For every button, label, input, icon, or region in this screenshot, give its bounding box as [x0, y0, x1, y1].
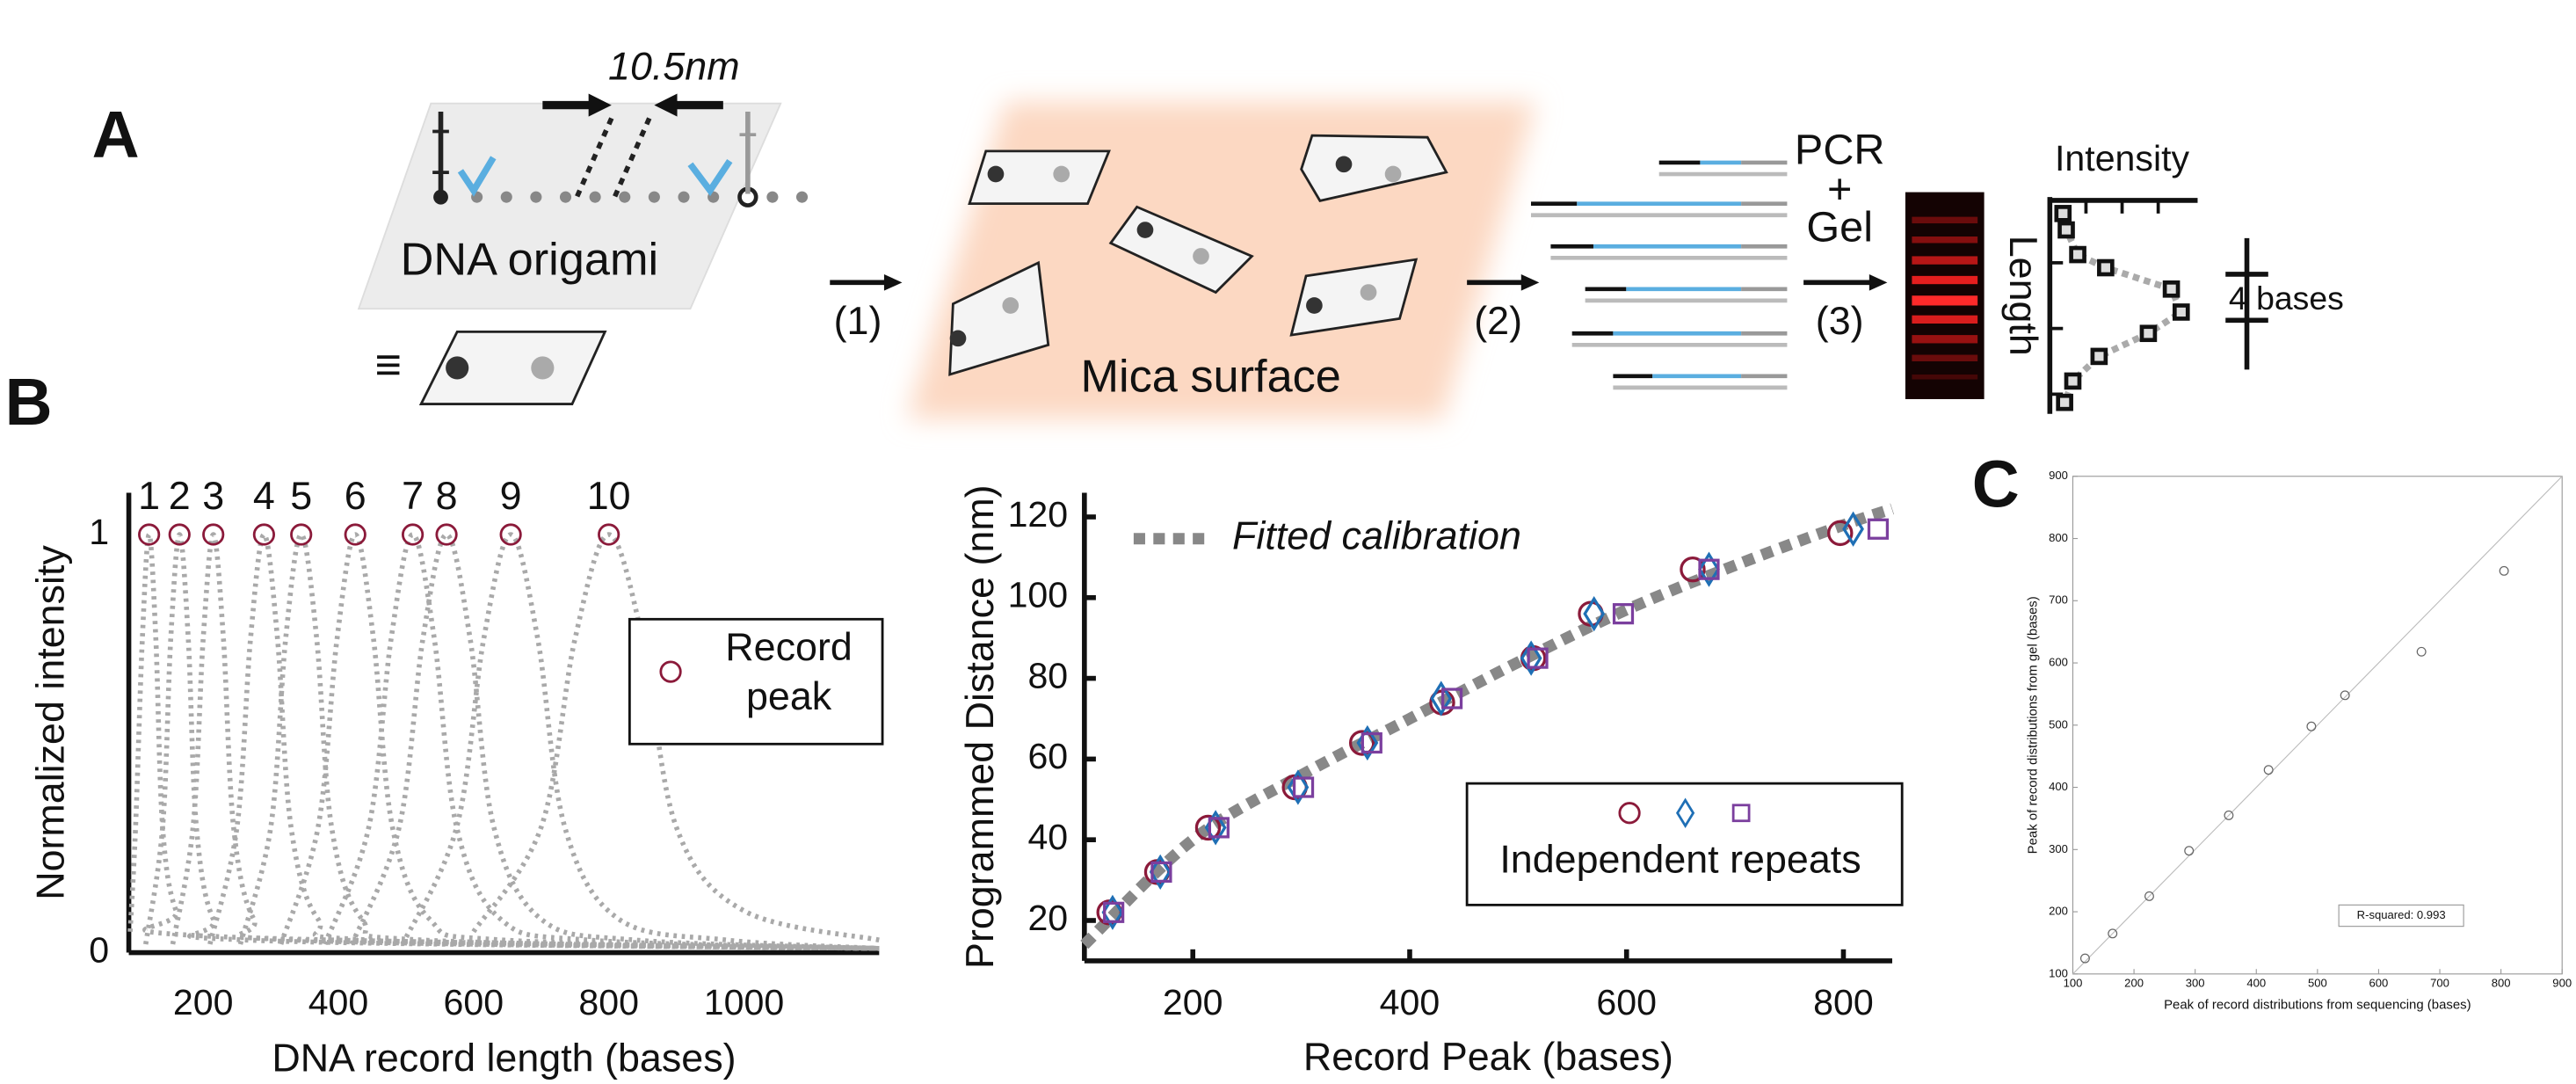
x-tick-label: 400	[308, 982, 369, 1022]
marker-circle	[2185, 847, 2194, 855]
gel-image	[1905, 193, 1985, 399]
x-tick-label: 300	[2186, 976, 2205, 989]
annotation: R-squared: 0.993	[2357, 908, 2446, 921]
y-axis-label: Peak of record distributions from gel (b…	[2026, 596, 2041, 854]
y-tick-label: 500	[2049, 717, 2068, 731]
x-tick-label: 400	[1380, 982, 1440, 1022]
x-tick-label: 400	[2246, 976, 2266, 989]
y-tick-label: 40	[1027, 817, 1068, 857]
equiv-symbol: ≡	[374, 339, 402, 390]
x-axis-label: Peak of record distributions from sequen…	[2164, 997, 2471, 1012]
legend-label: Fitted calibration	[1232, 513, 1521, 558]
intensity-label: Intensity	[2055, 138, 2189, 178]
spacing-label: 10.5nm	[608, 43, 740, 88]
y-tick-label: 60	[1027, 736, 1068, 776]
arrow	[1803, 274, 1887, 291]
origami-label: DNA origami	[401, 235, 659, 286]
legend-label: Record peak	[699, 624, 880, 723]
x-tick-label: 1000	[704, 982, 784, 1022]
x-tick-label: 500	[2308, 976, 2327, 989]
peak-label: 1	[138, 473, 160, 518]
marker-square	[1869, 520, 1887, 538]
origami-icon	[421, 331, 605, 404]
y-tick-label: 100	[2049, 966, 2068, 979]
legend-label: Independent repeats	[1499, 837, 1861, 882]
x-axis-label: Record Peak (bases)	[1303, 1034, 1673, 1079]
marker-circle	[2264, 766, 2273, 775]
step-label: (1)	[834, 298, 882, 343]
y-tick-label: 120	[1008, 494, 1069, 535]
panel-label: A	[92, 98, 140, 171]
x-axis-label: DNA record length (bases)	[272, 1036, 736, 1080]
mica-label: Mica surface	[1080, 351, 1340, 402]
marker-circle	[254, 525, 273, 544]
x-tick-label: 200	[2124, 976, 2144, 989]
step-label: (3)	[1816, 298, 1864, 343]
peak-label: 8	[436, 473, 458, 518]
peak-label: 10	[587, 473, 631, 518]
marker-circle	[437, 525, 456, 544]
panel-label: C	[1972, 447, 2020, 520]
peak-label: 5	[290, 473, 312, 518]
figure: A B C 10.5nm DNA origami ≡ (1)	[0, 0, 2576, 1084]
peak-label: 6	[345, 473, 366, 518]
x-tick-label: 800	[2492, 976, 2511, 989]
panel-label: B	[5, 365, 53, 439]
page: A B C 10.5nm DNA origami ≡ (1)	[0, 0, 2576, 1084]
x-tick-label: 700	[2430, 976, 2449, 989]
y-tick-label: 100	[1008, 575, 1069, 615]
x-tick-label: 600	[444, 982, 504, 1022]
peak-label: 3	[202, 473, 224, 518]
peak-label: 7	[402, 473, 424, 518]
y-axis-label: Normalized intensity	[27, 545, 72, 900]
y-tick-label: 400	[2049, 780, 2068, 793]
peak-label: 9	[500, 473, 522, 518]
step-text: Gel	[1806, 203, 1873, 251]
x-tick-label: 200	[1163, 982, 1223, 1022]
x-tick-label: 600	[2369, 976, 2389, 989]
y-tick-label: 300	[2049, 842, 2068, 855]
marker-circle	[2417, 647, 2426, 656]
length-label: Length	[2001, 236, 2046, 356]
peak-label: 2	[169, 473, 191, 518]
marker-circle	[403, 525, 422, 544]
marker-circle	[2307, 722, 2316, 731]
y-tick-label: 800	[2049, 531, 2068, 544]
marker-circle	[2340, 691, 2349, 700]
peak-label: 4	[253, 473, 275, 518]
step-label: (2)	[1474, 298, 1522, 343]
y-tick-label: 600	[2049, 655, 2068, 668]
y-tick-label: 0	[89, 929, 109, 970]
bases-label: 4 bases	[2229, 280, 2344, 316]
y-tick-label: 80	[1027, 655, 1068, 695]
y-tick-label: 200	[2049, 905, 2068, 918]
arrow	[830, 274, 902, 291]
y-tick-label: 1	[89, 512, 109, 552]
x-tick-label: 600	[1596, 982, 1657, 1022]
x-tick-label: 800	[1813, 982, 1874, 1022]
x-tick-label: 200	[173, 982, 234, 1022]
marker-circle	[291, 525, 310, 544]
y-tick-label: 900	[2049, 469, 2068, 482]
y-tick-label: 20	[1027, 898, 1068, 938]
y-tick-label: 700	[2049, 593, 2068, 607]
x-tick-label: 800	[578, 982, 639, 1022]
marker-circle	[2500, 566, 2508, 575]
y-axis-label: Programmed Distance (nm)	[957, 484, 1002, 969]
x-tick-label: 900	[2552, 976, 2572, 989]
dna-records	[1531, 163, 1787, 388]
legend-text-box: Record peak	[699, 624, 880, 739]
